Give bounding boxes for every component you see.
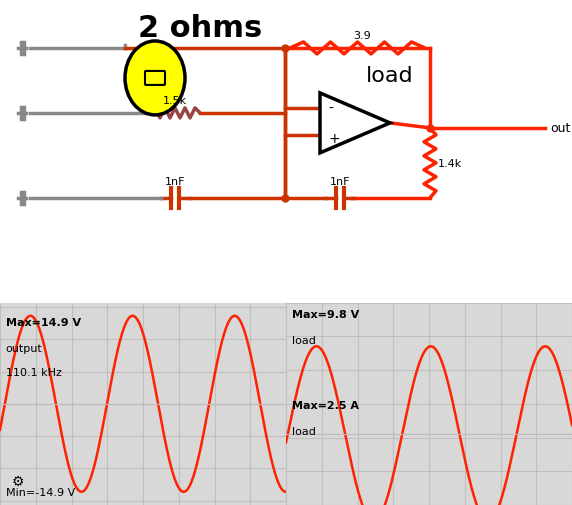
Polygon shape: [320, 94, 390, 154]
Text: 2 ohms: 2 ohms: [138, 15, 262, 43]
Text: 1nF: 1nF: [329, 176, 350, 186]
Text: load: load: [292, 426, 316, 436]
Text: output: output: [6, 343, 42, 354]
Text: -: -: [328, 102, 333, 116]
Text: Max=14.9 V: Max=14.9 V: [6, 317, 81, 327]
Text: 3.9: 3.9: [353, 31, 371, 41]
Text: load: load: [292, 335, 316, 345]
Text: Max=9.8 V: Max=9.8 V: [292, 309, 359, 319]
Text: +: +: [328, 132, 340, 145]
Ellipse shape: [125, 42, 185, 116]
Text: 1.4k: 1.4k: [438, 159, 462, 169]
Text: Max=2.5 A: Max=2.5 A: [292, 400, 359, 410]
Text: ⚙: ⚙: [11, 474, 24, 488]
Text: 1nF: 1nF: [165, 176, 185, 186]
Text: 1.5k: 1.5k: [163, 96, 187, 106]
Text: Min=-14.9 V: Min=-14.9 V: [6, 487, 75, 497]
Text: 110.1 kHz: 110.1 kHz: [6, 368, 62, 378]
Text: load: load: [366, 66, 414, 86]
Text: out: out: [550, 122, 570, 135]
